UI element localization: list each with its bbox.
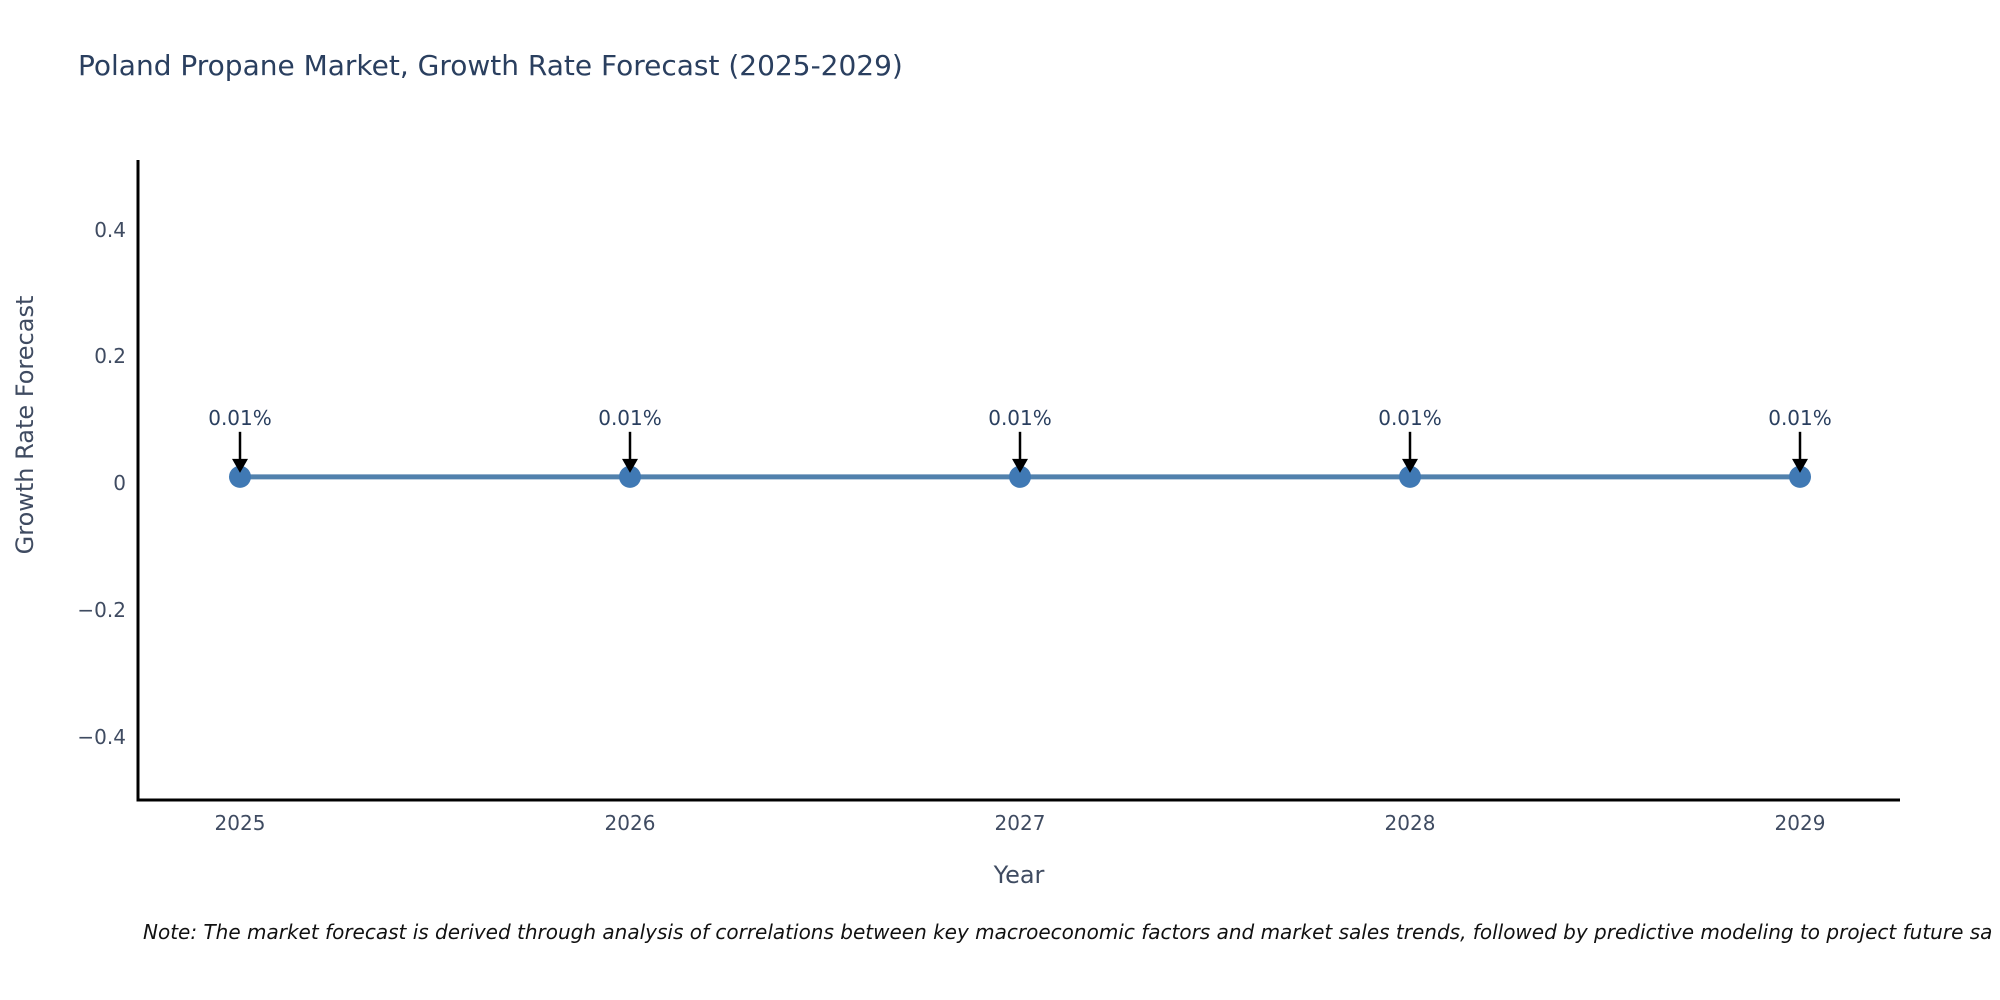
data-point-marker	[1009, 465, 1031, 488]
point-annotation: 0.01%	[988, 405, 1052, 430]
footnote: Note: The market forecast is derived thr…	[143, 920, 1993, 944]
y-tick-label: 0.2	[94, 344, 126, 369]
y-axis-title: Growth Rate Forecast	[11, 295, 39, 555]
x-tick-label: 2025	[214, 811, 266, 835]
annotation-arrowhead	[232, 458, 248, 473]
point-annotation: 0.01%	[598, 405, 662, 430]
x-tick-label: 2029	[1774, 811, 1826, 835]
data-point-marker	[1789, 465, 1811, 488]
chart-title: Poland Propane Market, Growth Rate Forec…	[78, 49, 903, 82]
y-tick-label: −0.4	[77, 724, 126, 749]
point-annotation: 0.01%	[1768, 405, 1832, 430]
data-point-marker	[229, 465, 251, 488]
annotation-arrowhead	[622, 458, 638, 473]
point-annotation: 0.01%	[208, 405, 272, 430]
annotation-arrowhead	[1402, 458, 1418, 473]
annotation-arrowhead	[1012, 458, 1028, 473]
data-point-marker	[619, 465, 641, 488]
y-tick-label: 0	[113, 471, 126, 496]
y-tick-label: −0.2	[77, 597, 126, 622]
x-axis-title: Year	[993, 861, 1045, 889]
y-tick-label: 0.4	[94, 217, 126, 242]
annotation-arrowhead	[1792, 458, 1808, 473]
x-tick-label: 2026	[604, 811, 656, 835]
x-tick-label: 2027	[994, 811, 1046, 835]
data-point-marker	[1399, 465, 1421, 488]
point-annotation: 0.01%	[1378, 405, 1442, 430]
x-tick-label: 2028	[1384, 811, 1436, 835]
